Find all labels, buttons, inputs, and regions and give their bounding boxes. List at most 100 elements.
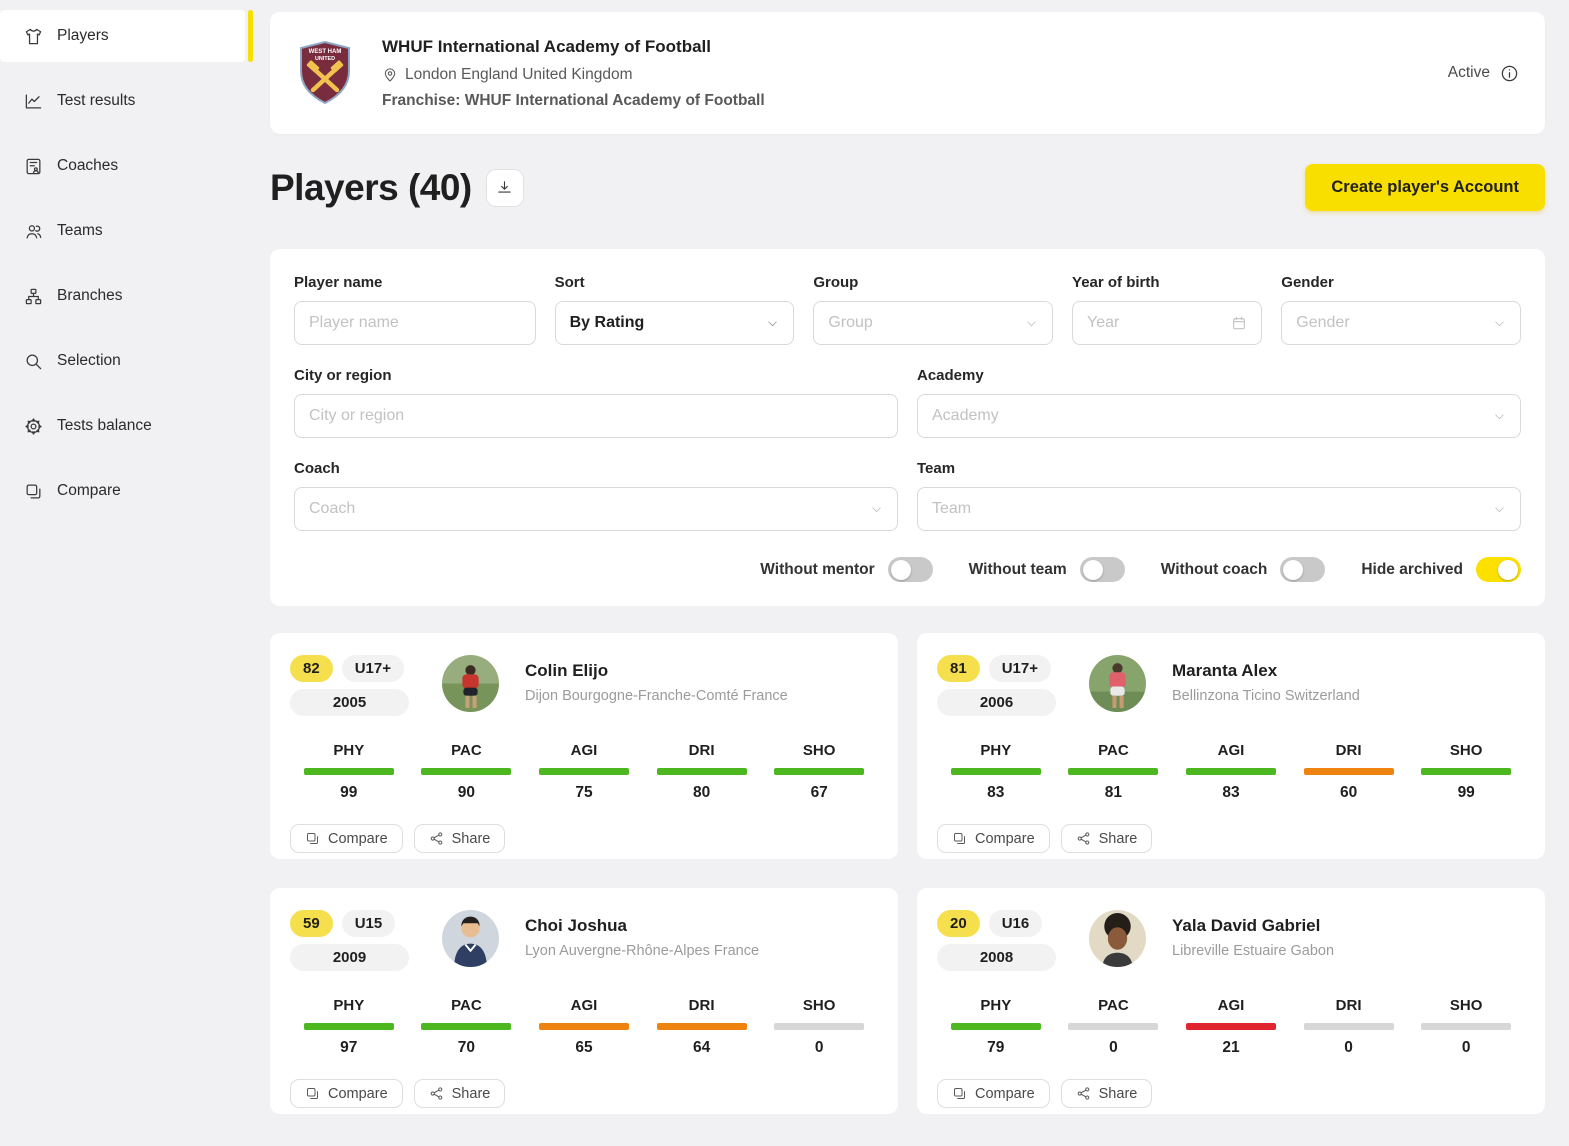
- stat-label: AGI: [570, 997, 598, 1014]
- compare-button[interactable]: Compare: [290, 1079, 403, 1108]
- compare-icon: [952, 1086, 967, 1101]
- sidebar-item-coaches[interactable]: Coaches: [0, 140, 245, 192]
- sidebar-item-selection[interactable]: Selection: [0, 335, 245, 387]
- gender-label: Gender: [1281, 274, 1334, 291]
- birth-year-badge: 2005: [290, 689, 409, 716]
- stat-bar: [421, 1023, 512, 1030]
- sidebar-item-teams[interactable]: Teams: [0, 205, 245, 257]
- year-of-birth-label: Year of birth: [1072, 274, 1160, 291]
- player-card[interactable]: 20 U16 2008 Yala David Gabriel Librevill…: [917, 888, 1545, 1114]
- page-title-row: Players (40) Create player's Account: [270, 164, 1545, 211]
- city-label: City or region: [294, 367, 392, 384]
- svg-text:WEST HAM: WEST HAM: [309, 49, 342, 55]
- age-group-badge: U17+: [341, 655, 404, 682]
- player-location: Dijon Bourgogne-Franche-Comté France: [525, 688, 788, 704]
- calendar-icon[interactable]: [1231, 315, 1247, 331]
- share-button[interactable]: Share: [413, 824, 506, 853]
- download-button[interactable]: [485, 168, 524, 207]
- compare-button[interactable]: Compare: [937, 1079, 1050, 1108]
- academy-placeholder: Academy: [932, 407, 999, 424]
- sidebar-item-players[interactable]: Players: [0, 10, 253, 62]
- sidebar-item-tests-balance[interactable]: Tests balance: [0, 400, 245, 452]
- compare-button[interactable]: Compare: [937, 824, 1050, 853]
- compare-button-label: Compare: [328, 830, 388, 847]
- sidebar-item-test-results[interactable]: Test results: [0, 75, 245, 127]
- share-button[interactable]: Share: [1060, 824, 1153, 853]
- share-button[interactable]: Share: [1060, 1079, 1153, 1108]
- city-input[interactable]: [309, 407, 883, 425]
- compare-icon: [305, 831, 320, 846]
- stat-value: 80: [692, 784, 711, 801]
- stat-bar: [774, 768, 865, 775]
- academy-header: WEST HAM UNITED WHUF International Acade…: [270, 12, 1545, 134]
- gender-select[interactable]: Gender: [1281, 301, 1521, 345]
- without-mentor-toggle[interactable]: [887, 557, 933, 582]
- chevron-down-icon: [1493, 317, 1506, 330]
- stat-label: PHY: [980, 997, 1012, 1014]
- stat-bar: [1185, 1023, 1276, 1030]
- chart-line-icon: [24, 92, 43, 111]
- stat-label: DRI: [1335, 997, 1362, 1014]
- player-card[interactable]: 59 U15 2009 Choi Joshua Lyon Auvergne-Rh…: [270, 888, 898, 1114]
- player-card[interactable]: 81 U17+ 2006 Maranta Alex Bellinzona Tic…: [917, 633, 1545, 859]
- compare-button[interactable]: Compare: [290, 824, 403, 853]
- stat-value: 64: [692, 1039, 711, 1056]
- player-name: Maranta Alex: [1172, 661, 1278, 680]
- team-select[interactable]: Team: [917, 487, 1521, 531]
- academy-franchise: Franchise: WHUF International Academy of…: [382, 91, 765, 109]
- stat-value: 60: [1339, 784, 1358, 801]
- info-icon[interactable]: [1500, 64, 1519, 83]
- player-name-field-wrap: [294, 301, 536, 345]
- hide-archived-toggle[interactable]: [1476, 557, 1521, 582]
- stat-label: PAC: [1098, 997, 1129, 1014]
- stat-bar: [421, 768, 512, 775]
- compare-button-label: Compare: [975, 830, 1035, 847]
- stat-bar: [950, 1023, 1041, 1030]
- player-card[interactable]: 82 U17+ 2005 Colin Elijo Dijon Bourgogne…: [270, 633, 898, 859]
- player-cards-grid: 82 U17+ 2005 Colin Elijo Dijon Bourgogne…: [270, 633, 1545, 1114]
- stat-label: SHO: [802, 742, 836, 759]
- stat-label: AGI: [1217, 997, 1245, 1014]
- without-team-toggle[interactable]: [1079, 557, 1125, 582]
- birth-year-badge: 2006: [937, 689, 1056, 716]
- stat-label: PHY: [980, 742, 1012, 759]
- rating-badge: 20: [937, 910, 980, 937]
- stat-value: 83: [1222, 784, 1240, 801]
- sidebar: Players Test results Coaches Teams Branc…: [0, 0, 253, 1146]
- sidebar-item-label: Test results: [57, 92, 136, 109]
- stat-label: PHY: [333, 997, 365, 1014]
- coach-select[interactable]: Coach: [294, 487, 898, 531]
- stat-bar: [1185, 768, 1276, 775]
- player-avatar: [1089, 655, 1146, 712]
- age-group-badge: U17+: [988, 655, 1051, 682]
- stat-label: PAC: [451, 742, 482, 759]
- player-name-input[interactable]: [309, 314, 521, 332]
- page-title: Players (40): [270, 166, 472, 208]
- share-button[interactable]: Share: [413, 1079, 506, 1108]
- stat-value: 0: [814, 1039, 824, 1056]
- birth-year-badge: 2008: [937, 944, 1056, 971]
- svg-text:UNITED: UNITED: [315, 56, 335, 62]
- sidebar-item-compare[interactable]: Compare: [0, 465, 245, 517]
- stat-label: SHO: [1449, 742, 1483, 759]
- chevron-down-icon: [870, 503, 883, 516]
- share-icon: [1076, 1086, 1091, 1101]
- stat-value: 83: [987, 784, 1005, 801]
- year-input[interactable]: [1087, 314, 1224, 332]
- group-select[interactable]: Group: [813, 301, 1054, 345]
- sidebar-item-branches[interactable]: Branches: [0, 270, 245, 322]
- share-button-label: Share: [1098, 1085, 1138, 1102]
- stat-bar: [1303, 1023, 1394, 1030]
- create-player-account-button[interactable]: Create player's Account: [1305, 164, 1545, 211]
- academy-select[interactable]: Academy: [917, 394, 1521, 438]
- academy-location: London England United Kingdom: [405, 65, 633, 83]
- without-coach-toggle[interactable]: [1280, 557, 1326, 582]
- share-button-label: Share: [451, 1085, 491, 1102]
- sidebar-item-label: Selection: [57, 352, 121, 369]
- stat-value: 99: [340, 784, 358, 801]
- sort-select[interactable]: By Rating: [554, 301, 795, 345]
- player-name-label: Player name: [294, 274, 383, 291]
- stat-bar: [950, 768, 1041, 775]
- stat-bar: [303, 1023, 394, 1030]
- status-text: Active: [1447, 64, 1490, 81]
